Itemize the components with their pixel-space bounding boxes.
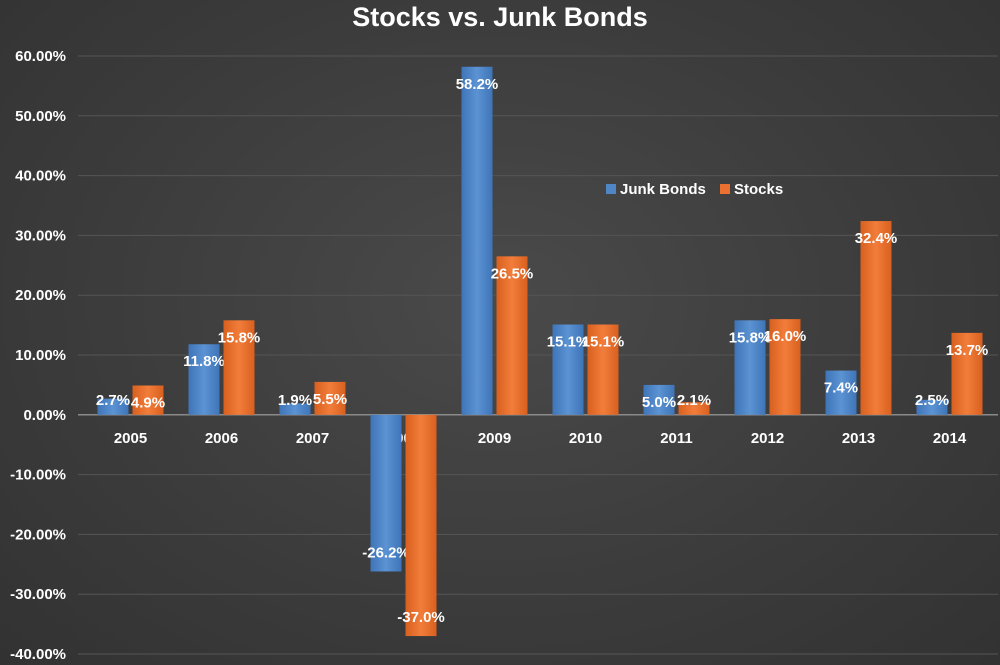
y-tick-label: -20.00% <box>10 526 66 543</box>
bar-stocks <box>860 221 892 415</box>
bar-junk-bonds <box>370 414 402 572</box>
data-label: 5.5% <box>313 391 347 408</box>
data-label: 16.0% <box>764 328 807 345</box>
x-tick-label: 2012 <box>751 430 784 447</box>
bar-junk-bonds <box>643 384 675 415</box>
data-label: 4.9% <box>131 394 165 411</box>
data-label: -26.2% <box>362 544 410 561</box>
y-tick-label: -40.00% <box>10 646 66 663</box>
bar-stocks <box>496 256 528 415</box>
x-tick-label: 2007 <box>296 430 329 447</box>
y-tick-label: -30.00% <box>10 586 66 603</box>
data-label: 11.8% <box>183 353 225 370</box>
y-tick-label: 10.00% <box>15 347 66 364</box>
y-tick-label: 0.00% <box>23 407 66 424</box>
legend-label: Stocks <box>734 181 783 198</box>
x-tick-label: 2013 <box>842 430 875 447</box>
bar-junk-bonds <box>279 403 311 415</box>
bar-stocks <box>951 332 983 415</box>
legend-swatch-junk-bonds <box>606 184 616 194</box>
y-tick-label: -10.00% <box>10 467 66 484</box>
x-tick-label: 2010 <box>569 430 602 447</box>
data-label: -37.0% <box>397 609 445 626</box>
legend-label: Junk Bonds <box>620 181 706 198</box>
x-tick-label: 2006 <box>205 430 238 447</box>
bar-junk-bonds <box>734 320 766 415</box>
data-label: 13.7% <box>946 342 989 359</box>
data-label: 2.1% <box>677 392 711 409</box>
data-label: 15.1% <box>582 334 625 351</box>
y-tick-label: 20.00% <box>15 287 66 304</box>
y-tick-label: 40.00% <box>15 168 66 185</box>
legend-swatch-stocks <box>720 184 730 194</box>
chart-title: Stocks vs. Junk Bonds <box>352 2 648 32</box>
bar-junk-bonds <box>188 344 220 415</box>
data-label: 15.1% <box>547 334 590 351</box>
data-label: 15.8% <box>218 329 261 346</box>
data-label: 1.9% <box>278 392 312 409</box>
y-tick-label: 60.00% <box>15 48 66 65</box>
bar-stocks <box>769 319 801 415</box>
data-label: 15.8% <box>729 329 772 346</box>
data-label: 2.7% <box>96 392 130 409</box>
y-tick-label: 50.00% <box>15 108 66 125</box>
data-label: 7.4% <box>824 380 858 397</box>
bar-stocks <box>587 324 619 415</box>
x-tick-label: 2009 <box>478 430 511 447</box>
bar-stocks <box>132 385 164 415</box>
y-tick-label: 30.00% <box>15 227 66 244</box>
bar-junk-bonds <box>461 66 493 415</box>
bar-junk-bonds <box>825 370 857 415</box>
bar-junk-bonds <box>916 399 948 415</box>
bar-stocks <box>314 381 346 415</box>
data-label: 5.0% <box>642 394 676 411</box>
data-label: 32.4% <box>855 230 898 247</box>
data-label: 26.5% <box>491 265 534 282</box>
data-label: 58.2% <box>456 76 499 93</box>
bar-junk-bonds <box>97 398 129 415</box>
x-tick-label: 2011 <box>660 430 693 447</box>
x-tick-label: 2005 <box>114 430 147 447</box>
bar-stocks <box>223 320 255 415</box>
bar-stocks <box>405 414 437 637</box>
bar-junk-bonds <box>552 324 584 415</box>
bar-stocks <box>678 402 710 415</box>
x-tick-label: 2014 <box>933 430 967 447</box>
data-label: 2.5% <box>915 392 949 409</box>
